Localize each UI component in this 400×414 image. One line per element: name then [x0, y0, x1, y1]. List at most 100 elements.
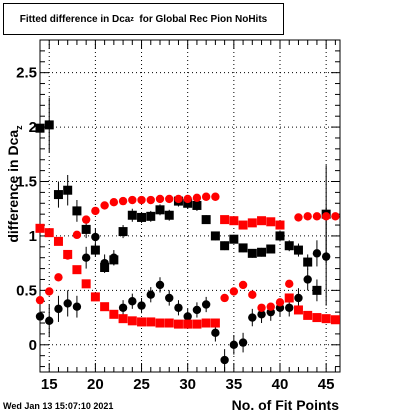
data-point: [100, 258, 109, 268]
data-point: [63, 299, 72, 308]
data-point: [45, 287, 54, 296]
data-point: [91, 206, 100, 216]
data-point: [331, 212, 340, 221]
data-point: [183, 198, 193, 208]
data-point: [303, 212, 312, 221]
x-tick-label: 30: [179, 376, 196, 393]
data-point: [238, 220, 248, 230]
y-axis-title: difference in Dcaz: [5, 125, 24, 243]
data-point: [81, 279, 91, 289]
data-point: [229, 216, 239, 226]
data-point: [137, 212, 147, 222]
data-point: [165, 194, 174, 204]
y-tick-label: 0: [29, 337, 37, 354]
data-point: [294, 213, 303, 222]
data-point: [90, 292, 100, 302]
data-point: [293, 245, 303, 255]
data-point: [303, 257, 313, 267]
data-point: [247, 218, 257, 228]
data-point: [54, 304, 63, 314]
data-point: [53, 190, 63, 200]
series-4: [35, 215, 340, 329]
data-point: [257, 303, 266, 312]
data-point: [91, 232, 100, 242]
title-rest: for Global Rec Pion NoHits: [133, 13, 268, 25]
data-point: [155, 318, 165, 328]
data-point: [72, 230, 82, 240]
chart-title: Fitted difference in Dca z for Global Rec…: [3, 3, 284, 35]
data-point: [63, 185, 73, 195]
data-point: [303, 275, 312, 284]
data-point: [192, 200, 202, 210]
data-point: [54, 273, 63, 282]
data-point: [173, 319, 183, 329]
data-point: [211, 192, 220, 201]
data-point: [100, 302, 110, 312]
title-sub: z: [130, 15, 134, 23]
title-main: Fitted difference in Dca: [19, 13, 131, 25]
data-point: [238, 338, 248, 347]
data-point: [155, 205, 165, 215]
data-point: [44, 228, 54, 238]
plot-frame: [39, 39, 341, 373]
data-point: [90, 245, 100, 255]
axes: 15 20 25 30 35 40 45 0 0.5 1 1.5 2 2.5: [16, 39, 340, 393]
data-point: [312, 313, 322, 323]
data-point: [238, 243, 248, 253]
x-tick-label: 25: [133, 376, 150, 393]
data-point: [201, 300, 211, 309]
data-point: [35, 295, 45, 305]
data-point: [118, 314, 128, 324]
data-point: [118, 196, 128, 206]
data-point: [312, 212, 322, 221]
data-point: [72, 206, 82, 216]
data-point: [192, 305, 202, 315]
data-point: [201, 192, 211, 201]
data-point: [128, 297, 137, 306]
data-point: [109, 309, 119, 319]
data-point: [137, 301, 146, 310]
x-tick-label: 40: [272, 376, 289, 393]
data-point: [35, 312, 45, 321]
data-point: [165, 293, 174, 303]
data-point: [128, 195, 137, 205]
data-point: [146, 317, 156, 327]
y-tick-label: 1: [29, 228, 37, 245]
series-3: [35, 192, 340, 312]
data-point: [127, 316, 137, 326]
data-point: [321, 252, 331, 261]
data-point: [330, 315, 340, 325]
data-markers: [35, 97, 340, 371]
data-point: [266, 217, 276, 227]
y-axis-title-main: difference in Dca: [5, 130, 21, 243]
y-tick-label: 2: [29, 119, 37, 136]
x-tick-label: 20: [87, 376, 104, 393]
data-point: [220, 241, 230, 251]
data-point: [35, 123, 45, 133]
data-point: [284, 241, 294, 251]
data-point: [266, 302, 275, 311]
data-point: [183, 312, 192, 321]
data-point: [210, 231, 220, 241]
data-point: [63, 249, 73, 259]
data-point: [109, 197, 119, 207]
data-point: [155, 280, 165, 290]
data-point: [257, 310, 266, 319]
data-point: [72, 265, 82, 275]
data-point: [146, 195, 155, 205]
x-tick-label: 45: [318, 376, 335, 393]
data-point: [284, 293, 294, 303]
data-point: [174, 194, 183, 204]
data-point: [257, 216, 267, 226]
data-point: [293, 305, 303, 315]
data-point: [248, 290, 257, 299]
series-1: [35, 97, 331, 302]
data-point: [294, 293, 303, 303]
x-axis-title: No. of Fit Points: [232, 397, 340, 413]
data-point: [248, 313, 257, 322]
data-point: [81, 224, 91, 234]
data-point: [44, 120, 54, 130]
timestamp: Wed Jan 13 15:07:10 2021: [3, 401, 114, 411]
data-point: [210, 318, 220, 328]
